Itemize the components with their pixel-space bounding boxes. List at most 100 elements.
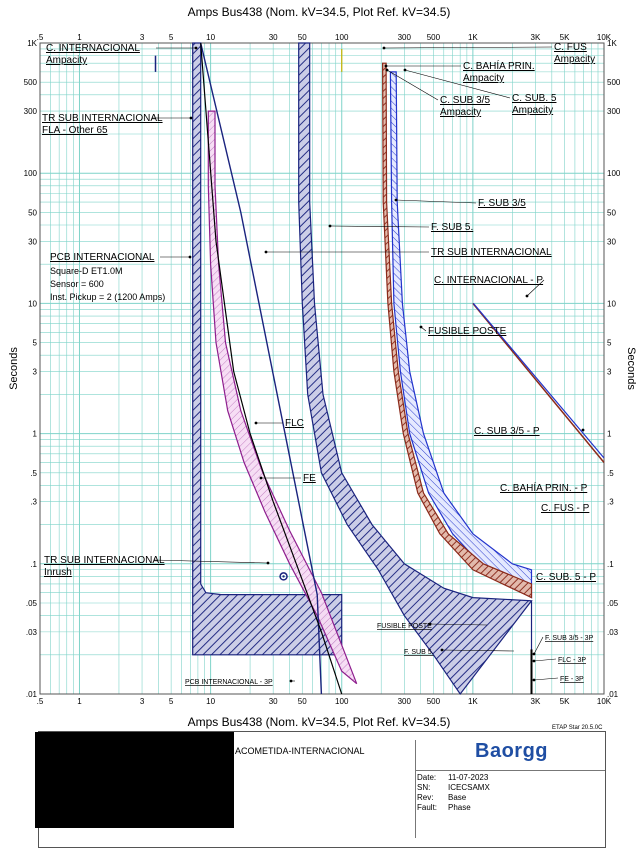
x-tick-label: 50 [298,697,307,706]
annotation-leader [533,677,559,681]
annotation-label: F. SUB 3/5 [478,198,526,209]
annotation-label: FUSIBLE POSTE [428,326,507,337]
band-pcb-internacional [192,42,343,656]
y-tick-label: .5 [607,469,614,478]
x-tick-label: 3K [531,697,541,706]
annotation-leader [386,69,439,101]
x-tick-label: 5 [169,697,174,706]
annotation-label: PCB INTERNACIONAL [50,252,155,263]
y-tick-label: 500 [24,78,38,87]
x-tick-label: 100 [335,33,349,42]
x-tick-label: 300 [398,697,412,706]
y-tick-label: 3 [33,367,38,376]
annotation-label: C. FUS - P [541,503,590,514]
band-layer [192,42,533,696]
annotation-label: TR SUB INTERNACIONAL [431,247,552,258]
annotation-label: C. SUB 3/5 [440,95,490,106]
annotation-label: F. SUB 3/5 - 3P [545,635,594,642]
y-tick-label: 5 [33,339,38,348]
x-tick-label: 5K [560,697,570,706]
annotation-label: Inst. Pickup = 2 (1200 Amps) [50,292,165,302]
y-tick-label: .01 [26,690,38,699]
y-tick-label: 1K [27,39,37,48]
y-tick-label: 1 [607,430,612,439]
field-rev: Rev: Base [417,793,467,802]
title-block-hdivider [415,770,605,771]
annotation-label: F. SUB 5. [431,222,473,233]
annotation-label: C. SUB. 5 - P [536,572,596,583]
x-tick-label: 1 [77,33,82,42]
annotation-arrowhead [394,198,398,202]
x-tick-label: 3K [531,33,541,42]
x-tick-label: 5K [560,33,570,42]
annotation-label: C. SUB 3/5 - P [474,426,540,437]
chart-top-title: Amps Bus438 (Nom. kV=34.5, Plot Ref. kV=… [187,5,451,19]
annotation-arrowhead [188,255,192,259]
annotation-sublabel: Ampacity [463,73,504,84]
title-block: ACOMETIDA-INTERNACIONAL Baorgg Date: 11-0… [35,731,606,848]
y-tick-label: 1K [607,39,617,48]
annotation-leader [395,199,477,204]
annotation-label: C. SUB. 5 [512,93,557,104]
plot-frame [39,42,605,695]
y-tick-label: .01 [607,690,619,699]
inrush-point [279,572,288,581]
band-fe [207,110,358,685]
y-axis-label-left: Seconds [8,347,20,390]
curve-c-internacional-p [472,302,605,463]
y-tick-label: 50 [28,208,37,217]
annotation-label: F. SUB 5. [404,649,434,656]
y-tick-label: 3 [607,367,612,376]
field-fault: Fault: Phase [417,803,471,812]
x-tick-label: 1K [468,697,478,706]
annotation-leader [429,623,488,626]
x-tick-label: 1 [77,697,82,706]
y-tick-label: 300 [607,107,621,116]
x-tick-label: 30 [269,33,278,42]
y-tick-label: 5 [607,339,612,348]
x-tick-label: 10 [206,697,215,706]
x-tick-label: 10K [597,697,612,706]
annotation-label: FE - 3P [560,676,584,683]
annotation-label: FLC - 3P [558,657,586,664]
curve-tr-sub-internacional [200,42,323,695]
x-tick-label: 3 [140,33,145,42]
annotation-arrowhead [264,250,268,254]
annotation-sublabel: Inrush [44,567,72,578]
y-tick-label: 500 [607,78,621,87]
y-tick-label: .1 [30,560,37,569]
y-tick-label: 30 [607,237,616,246]
y-tick-label: .05 [26,599,38,608]
annotation-arrowhead [194,46,198,50]
chart-bottom-title: Amps Bus438 (Nom. kV=34.5, Plot Ref. kV=… [187,715,451,729]
annotation-label: TR SUB INTERNACIONAL [44,555,165,566]
x-tick-label: 10 [206,33,215,42]
curve-flc [200,42,343,695]
company-logo: Baorgg [475,740,548,762]
x-tick-label: 10K [597,33,612,42]
annotation-arrowhead [419,325,423,329]
y-tick-label: .5 [30,469,37,478]
annotation-arrowhead [189,116,193,120]
curve-c-sub-3-5-p [472,303,605,459]
annotation-arrowhead [384,64,388,68]
annotation-sublabel: Ampacity [512,105,553,116]
x-tick-label: 100 [335,697,349,706]
annotation-arrowhead [289,679,293,683]
annotation-arrowhead [328,224,332,228]
band-f-sub-5- [298,42,533,696]
y-tick-label: .03 [607,628,619,637]
y-tick-label: 10 [28,299,37,308]
annotation-leader [441,649,515,652]
project-name: ACOMETIDA-INTERNACIONAL [235,746,365,756]
annotation-label: C. BAHÍA PRIN. [463,59,535,72]
line-layer [154,42,605,695]
annotation-label: TR SUB INTERNACIONAL [42,113,163,124]
annotation-leader [533,636,544,655]
x-tick-label: 300 [398,33,412,42]
software-version: ETAP Star 20.5.0C [552,725,603,731]
annotation-arrowhead [403,68,407,72]
x-tick-label: .5 [37,33,44,42]
y-axis-label-right: Seconds [625,347,637,390]
y-tick-label: .05 [607,599,619,608]
